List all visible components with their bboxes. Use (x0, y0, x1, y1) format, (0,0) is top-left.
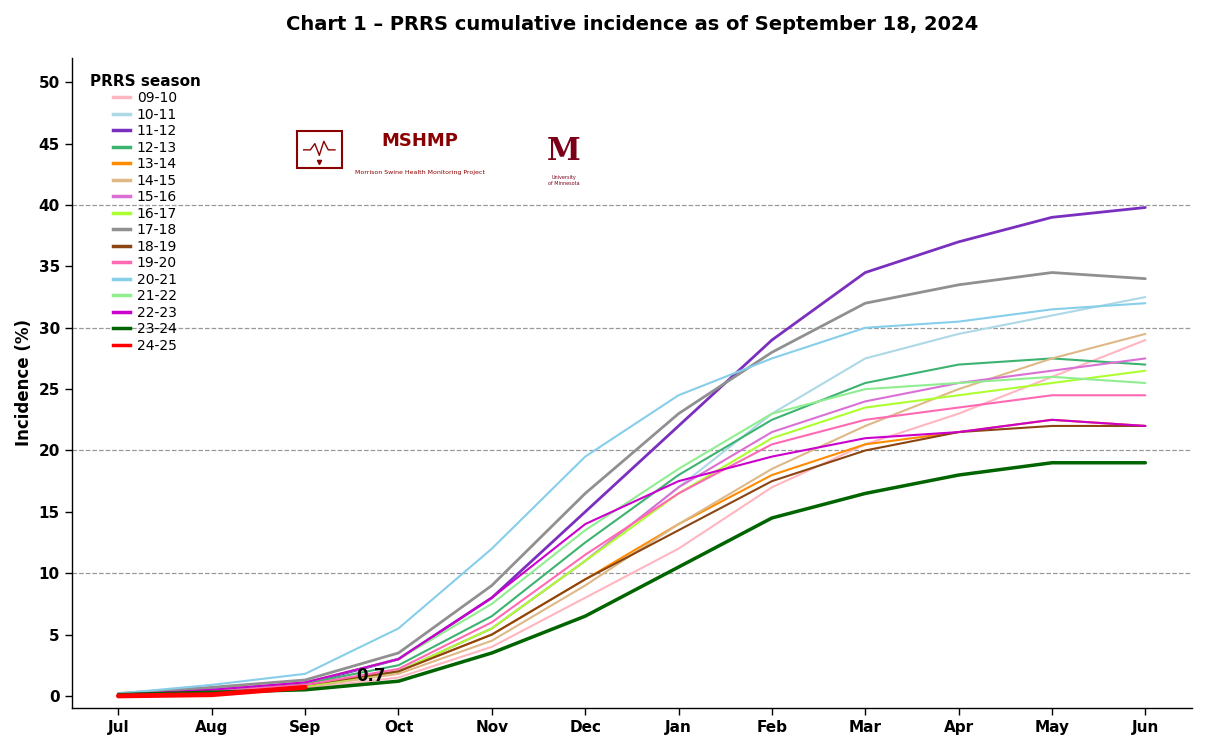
Title: Chart 1 – PRRS cumulative incidence as of September 18, 2024: Chart 1 – PRRS cumulative incidence as o… (286, 15, 978, 34)
Legend: 09-10, 10-11, 11-12, 12-13, 13-14, 14-15, 15-16, 16-17, 17-18, 18-19, 19-20, 20-: 09-10, 10-11, 11-12, 12-13, 13-14, 14-15… (84, 68, 206, 358)
Y-axis label: Incidence (%): Incidence (%) (14, 320, 33, 446)
Text: University
of Minnesota: University of Minnesota (548, 175, 579, 186)
Text: 0.7: 0.7 (356, 668, 386, 686)
FancyBboxPatch shape (297, 131, 342, 168)
Text: Morrison Swine Health Monitoring Project: Morrison Swine Health Monitoring Project (355, 170, 485, 175)
Text: M: M (547, 136, 581, 167)
Text: MSHMP: MSHMP (381, 132, 459, 150)
